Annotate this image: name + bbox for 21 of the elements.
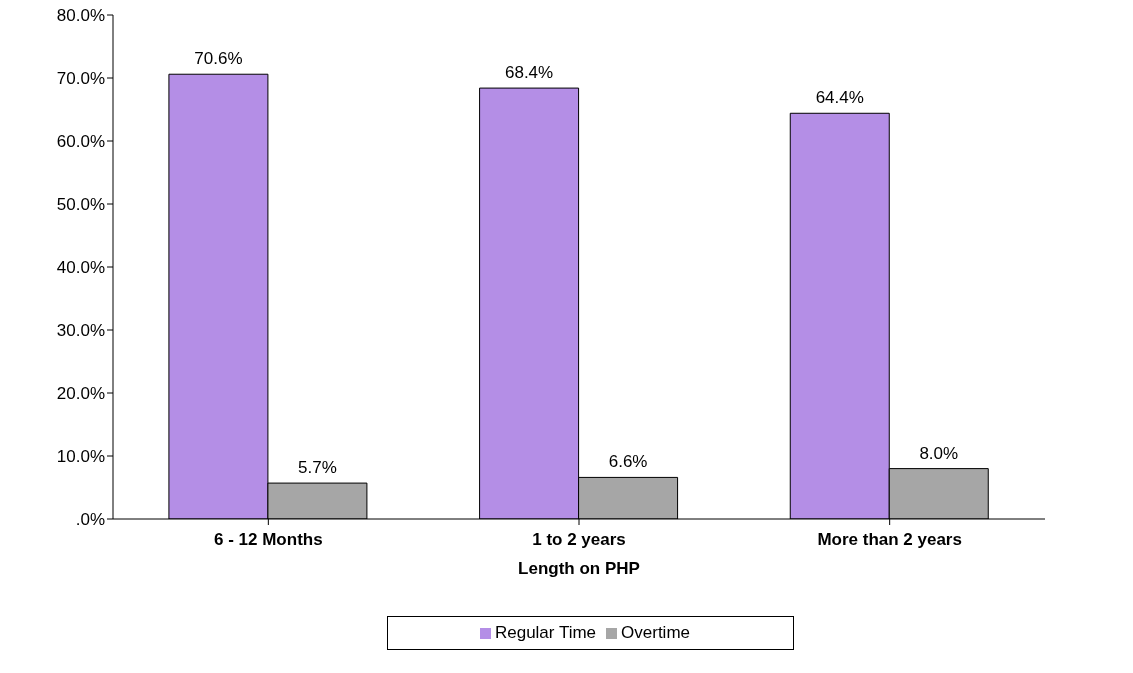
x-axis-title: Length on PHP [518,559,640,578]
y-tick-label: 60.0% [56,132,105,152]
data-label: 70.6% [194,49,243,69]
data-label: 6.6% [608,452,648,472]
x-tick-label: More than 2 years [817,530,962,550]
legend-label: Overtime [621,623,691,642]
y-tick-label: 10.0% [56,447,105,467]
x-tick-label: 1 to 2 years [532,530,626,550]
data-label: 68.4% [504,63,554,83]
data-label: 64.4% [815,88,864,108]
data-label: 5.7% [298,458,337,478]
y-tick-label: 20.0% [56,384,105,404]
y-tick-label: 50.0% [56,195,105,215]
y-tick-label: 70.0% [56,69,105,89]
y-tick-label: 80.0% [56,6,105,26]
y-tick-label: 40.0% [56,258,105,278]
legend-label: Regular Time [494,623,597,642]
y-tick-label: .0% [75,510,105,530]
data-label: 8.0% [919,443,959,463]
x-tick-label: 6 - 12 Months [214,530,323,550]
y-tick-label: 30.0% [56,321,105,341]
